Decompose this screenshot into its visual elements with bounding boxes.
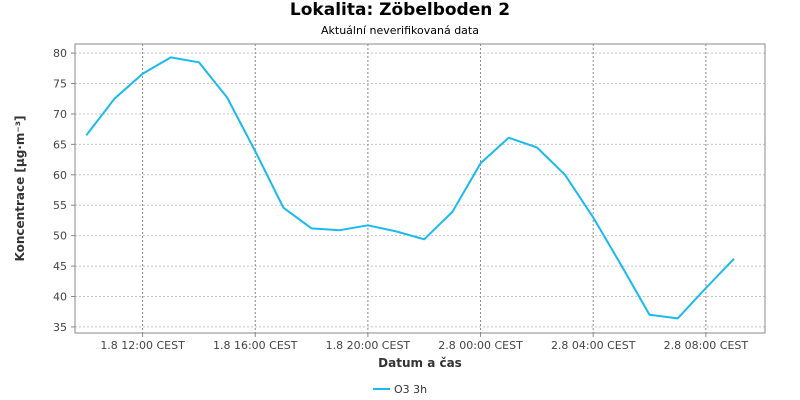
x-tick-label: 1.8 20:00 CEST — [326, 339, 411, 352]
legend: O3 3h — [373, 383, 427, 396]
x-axis-ticks: 1.8 12:00 CEST 1.8 16:00 CEST 1.8 20:00 CE… — [100, 333, 748, 352]
x-axis-label: Datum a čas — [378, 356, 462, 370]
y-tick-label: 75 — [53, 78, 67, 91]
x-tick-label: 2.8 04:00 CEST — [551, 339, 636, 352]
chart-title: Lokalita: Zöbelboden 2 — [289, 0, 511, 20]
plot-area — [74, 43, 766, 334]
y-tick-label: 40 — [53, 290, 67, 303]
y-tick-label: 45 — [53, 260, 67, 273]
y-tick-label: 55 — [53, 199, 67, 212]
y-axis-label: Koncentrace [µg·m⁻³] — [13, 116, 27, 262]
y-tick-label: 50 — [53, 230, 67, 243]
series-group — [85, 56, 735, 320]
grid-lines — [75, 44, 765, 333]
x-tick-label: 2.8 08:00 CEST — [664, 339, 749, 352]
chart-subtitle: Aktuální neverifikovaná data — [321, 24, 479, 37]
series-line-o3-3h — [85, 56, 735, 320]
legend-label: O3 3h — [394, 383, 427, 396]
y-tick-label: 60 — [53, 169, 67, 182]
y-tick-label: 80 — [53, 47, 67, 60]
y-tick-label: 65 — [53, 138, 67, 151]
x-tick-label: 1.8 16:00 CEST — [213, 339, 298, 352]
y-tick-label: 70 — [53, 108, 67, 121]
x-tick-label: 2.8 00:00 CEST — [438, 339, 523, 352]
y-tick-label: 35 — [53, 321, 67, 334]
y-axis-ticks: 35 40 45 50 55 60 65 70 75 80 — [53, 47, 75, 334]
x-tick-label: 1.8 12:00 CEST — [100, 339, 185, 352]
